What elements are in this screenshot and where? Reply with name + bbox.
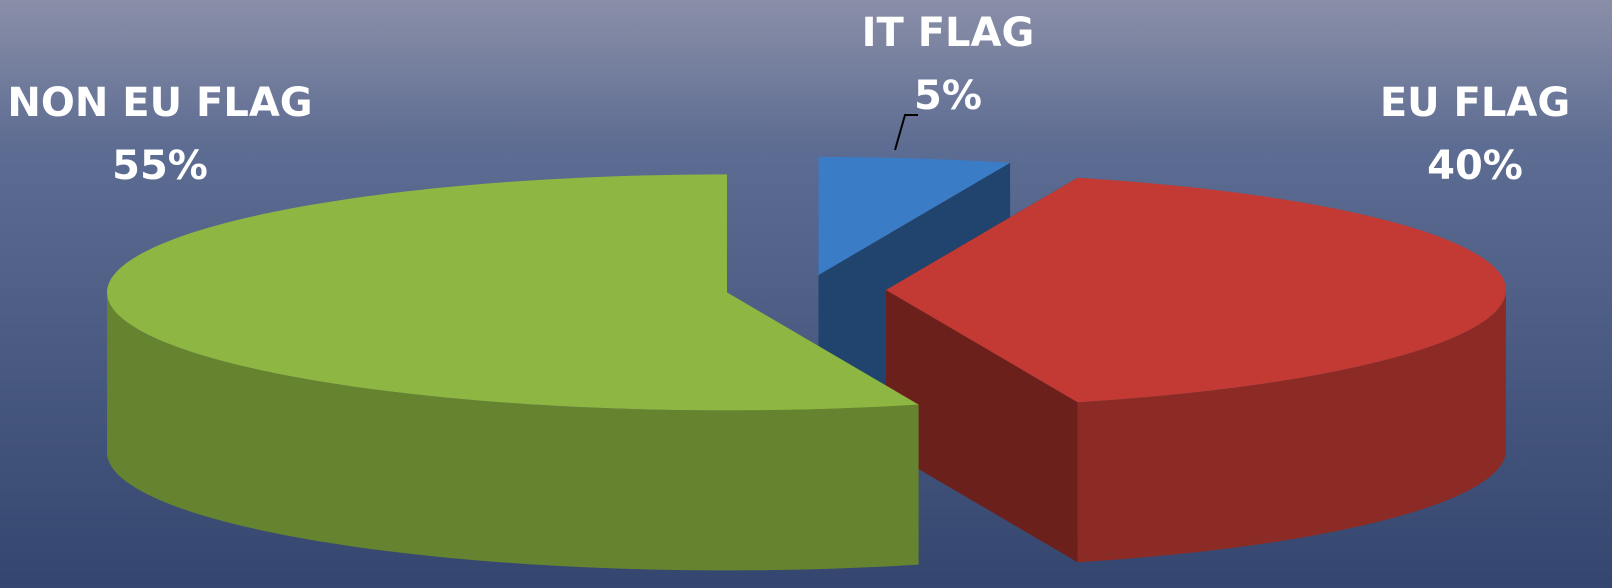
slice-label: EU FLAG (1380, 80, 1570, 126)
slice-label: NON EU FLAG (7, 80, 312, 126)
value-label: 5% (914, 73, 982, 119)
slice-top (886, 177, 1506, 403)
slice-side (107, 290, 919, 571)
slice-side (1077, 287, 1506, 563)
pie (107, 156, 1506, 571)
value-label: 55% (112, 143, 208, 189)
pie-slice (107, 174, 919, 571)
pie-slice (886, 177, 1506, 563)
slice-top (107, 174, 919, 411)
slice-wall (886, 290, 1078, 563)
leader-line (894, 114, 918, 151)
slice-top (818, 156, 1011, 275)
slice-label: IT FLAG (862, 10, 1035, 56)
value-label: 40% (1427, 143, 1523, 189)
